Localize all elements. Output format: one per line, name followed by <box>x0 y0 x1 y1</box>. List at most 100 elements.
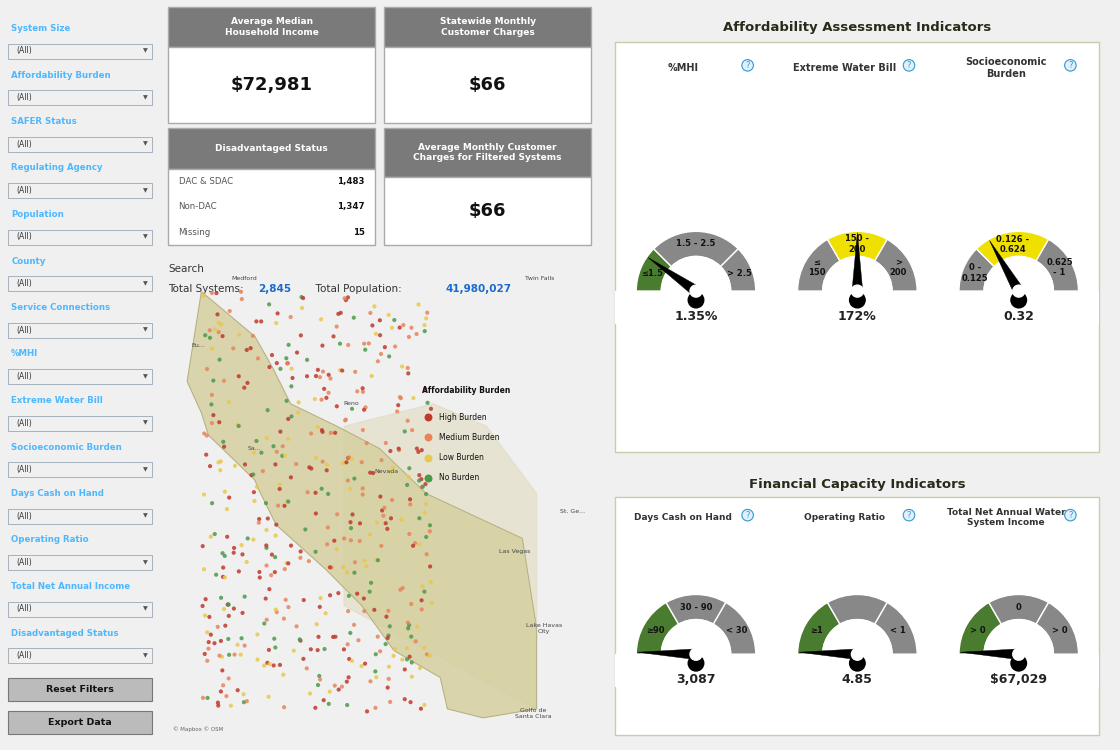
Point <box>317 608 335 619</box>
Point <box>376 518 394 530</box>
Point <box>421 474 439 486</box>
Text: Extreme Water Bill: Extreme Water Bill <box>11 396 103 405</box>
Point <box>318 458 336 470</box>
Text: Lake Havas
City: Lake Havas City <box>525 622 562 634</box>
Point <box>235 640 253 652</box>
Point <box>360 338 377 350</box>
Point <box>314 426 332 438</box>
FancyBboxPatch shape <box>8 555 152 570</box>
Point <box>288 346 306 358</box>
Point <box>203 343 221 355</box>
Point <box>248 435 265 447</box>
Text: Affordability Assessment Indicators: Affordability Assessment Indicators <box>724 21 991 34</box>
Point <box>314 340 332 352</box>
Point <box>320 698 338 709</box>
Point <box>402 598 420 610</box>
Point <box>278 495 296 507</box>
Wedge shape <box>959 249 995 291</box>
Point <box>208 621 226 633</box>
Circle shape <box>1012 285 1025 297</box>
Text: SAFER Status: SAFER Status <box>11 117 77 126</box>
Point <box>194 540 212 552</box>
Point <box>328 400 346 412</box>
Point <box>399 479 417 491</box>
Point <box>379 632 396 644</box>
Point <box>302 427 320 439</box>
Point <box>314 456 332 468</box>
Text: 1.35%: 1.35% <box>674 310 718 322</box>
Point <box>225 649 243 661</box>
Text: Disadvantaged Status: Disadvantaged Status <box>215 144 328 153</box>
Point <box>237 556 255 568</box>
Text: ▼: ▼ <box>142 374 148 379</box>
Point <box>280 602 298 613</box>
Point <box>218 503 236 515</box>
Point <box>225 542 243 554</box>
Point <box>367 554 385 566</box>
Point <box>311 592 329 604</box>
Point <box>307 702 325 714</box>
Point <box>259 512 277 524</box>
Point <box>250 513 268 525</box>
Text: ≤
150: ≤ 150 <box>808 258 825 278</box>
Point <box>311 371 329 383</box>
Point <box>199 643 217 655</box>
Point <box>196 329 214 341</box>
Text: Total Net Annual Water
System Income: Total Net Annual Water System Income <box>946 508 1065 527</box>
Point <box>309 421 327 433</box>
Point <box>279 496 297 508</box>
Text: ▼: ▼ <box>142 188 148 193</box>
Bar <box>935 290 1102 324</box>
Point <box>196 610 214 622</box>
Point <box>413 580 431 592</box>
Point <box>277 594 295 606</box>
Point <box>273 440 291 452</box>
Point <box>325 331 343 343</box>
Point <box>259 657 277 669</box>
Point <box>328 320 346 332</box>
Point <box>233 548 251 560</box>
Point <box>366 702 384 714</box>
Point <box>356 401 374 413</box>
Point <box>362 577 380 589</box>
Text: Missing: Missing <box>178 228 211 237</box>
Point <box>206 528 224 540</box>
Point <box>380 629 398 641</box>
Point <box>211 650 228 662</box>
Point <box>312 483 330 495</box>
Point <box>261 584 279 596</box>
Text: 3,087: 3,087 <box>676 673 716 686</box>
Wedge shape <box>989 595 1048 624</box>
FancyBboxPatch shape <box>8 44 152 58</box>
Point <box>382 512 400 524</box>
Point <box>338 699 356 711</box>
Point <box>245 486 263 498</box>
Circle shape <box>1011 292 1027 308</box>
Point <box>326 631 344 643</box>
Text: (All): (All) <box>16 186 31 195</box>
Point <box>339 605 357 617</box>
Point <box>404 392 422 404</box>
Point <box>291 545 309 557</box>
Text: ▼: ▼ <box>142 95 148 100</box>
Point <box>300 461 318 473</box>
Point <box>194 600 212 612</box>
Text: Average Median
Household Income: Average Median Household Income <box>225 17 318 37</box>
Text: 0.625
- 1: 0.625 - 1 <box>1046 258 1073 278</box>
Point <box>202 460 220 472</box>
Text: (All): (All) <box>16 651 31 660</box>
Point <box>410 446 428 458</box>
FancyBboxPatch shape <box>8 230 152 244</box>
Point <box>351 535 368 547</box>
Circle shape <box>690 648 702 660</box>
Point <box>351 518 368 530</box>
Point <box>290 396 308 408</box>
Point <box>282 380 300 392</box>
Point <box>408 328 426 340</box>
Point <box>239 532 256 544</box>
Wedge shape <box>828 231 887 261</box>
Point <box>355 338 373 350</box>
Point <box>384 650 402 662</box>
Point <box>395 664 413 676</box>
Point <box>279 358 297 370</box>
